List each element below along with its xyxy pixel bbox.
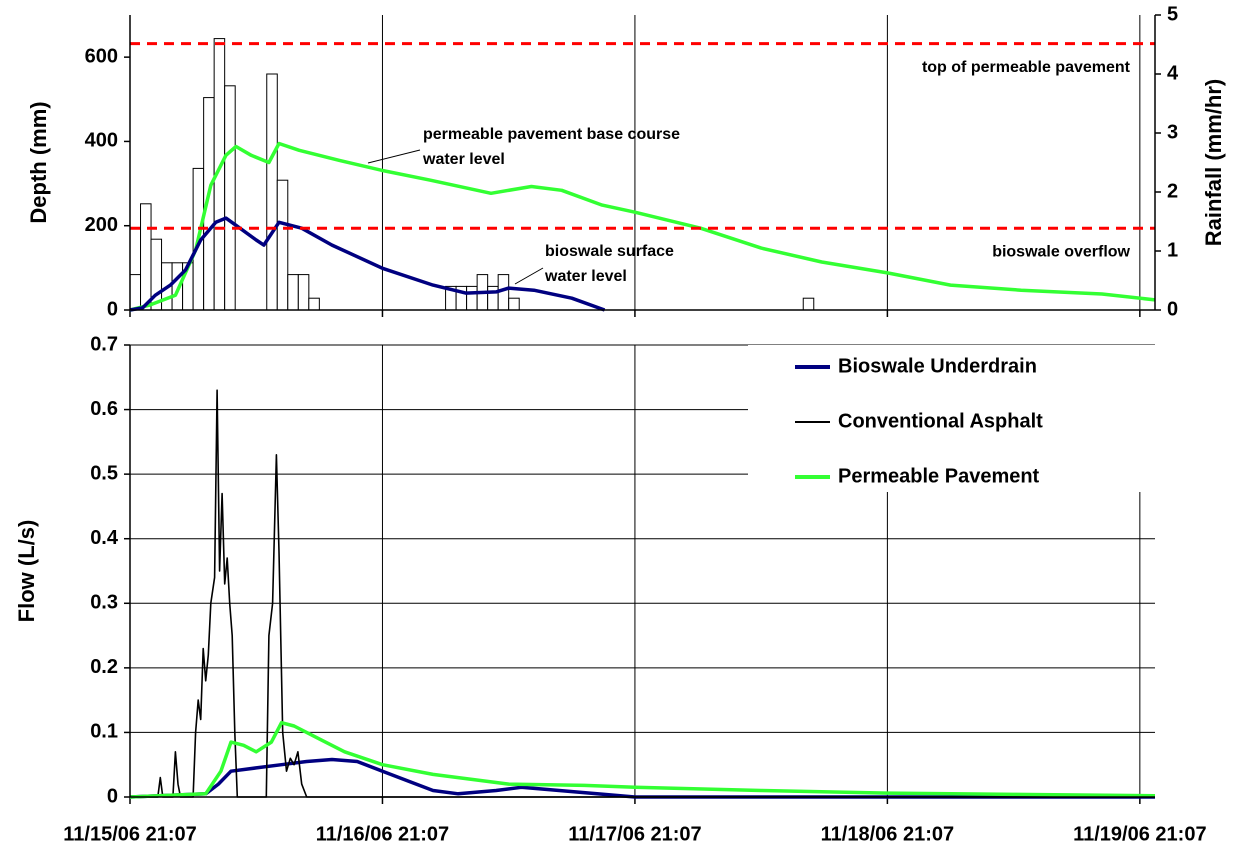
y-tick-label: 0.1 [90,721,118,743]
rain-bar [466,285,478,311]
rain-bar [276,179,289,311]
y2-tick-label: 3 [1167,121,1178,143]
rain-bar [308,297,320,311]
y-tick-label: 0.7 [90,333,118,355]
y-tick-label: 0.4 [90,527,119,549]
reference-label: top of permeable pavement [922,59,1131,76]
series-line [129,216,606,312]
x-tick-label: 11/15/06 21:07 [63,823,196,845]
x-tick-label: 11/19/06 21:07 [1073,823,1206,845]
y2-tick-label: 4 [1167,62,1179,84]
y-tick-label: 200 [85,214,118,236]
x-tick-label: 11/17/06 21:07 [568,823,701,845]
y-tick-label: 0.5 [90,462,118,484]
annotation-leader [367,149,421,164]
rain-bar [802,297,815,311]
reference-label: bioswale overflow [992,243,1130,260]
rain-bar [140,203,152,311]
rain-bar [224,85,236,311]
annotation: water level [544,268,627,285]
annotation: water level [422,151,505,168]
y-tick-label: 0.2 [90,656,118,678]
annotation: bioswale surface [545,243,674,260]
y2-tick-label: 1 [1167,239,1178,261]
rain-bar [508,297,520,311]
legend-label: Bioswale Underdrain [838,355,1037,377]
y-tick-label: 0.3 [90,592,118,614]
y-tick-label: 0.6 [90,398,118,420]
annotation-leader [514,267,544,285]
y-tick-label: 0 [107,785,118,807]
rain-bar [129,274,142,311]
y-tick-label: 600 [85,45,118,67]
rain-bar [266,73,278,311]
y-axis-title: Flow (L/s) [14,520,39,623]
legend-label: Permeable Pavement [838,465,1040,487]
legend-box [748,345,1155,492]
x-tick-label: 11/18/06 21:07 [821,823,954,845]
series-line [129,141,1156,312]
y2-axis-title: Rainfall (mm/hr) [1201,79,1226,246]
y-tick-label: 0 [107,298,118,320]
series-line [130,389,1155,798]
y2-tick-label: 5 [1167,3,1178,25]
rain-bar [287,274,299,311]
y2-tick-label: 2 [1167,180,1178,202]
series-line [129,720,1156,799]
y2-tick-label: 0 [1167,298,1178,320]
y-tick-label: 400 [85,130,118,152]
x-tick-label: 11/16/06 21:07 [316,823,449,845]
annotation: permeable pavement base course [423,126,680,143]
y-axis-title: Depth (mm) [26,101,51,223]
rain-bar [297,274,310,311]
legend-label: Conventional Asphalt [838,410,1043,432]
series-line [129,757,1155,799]
